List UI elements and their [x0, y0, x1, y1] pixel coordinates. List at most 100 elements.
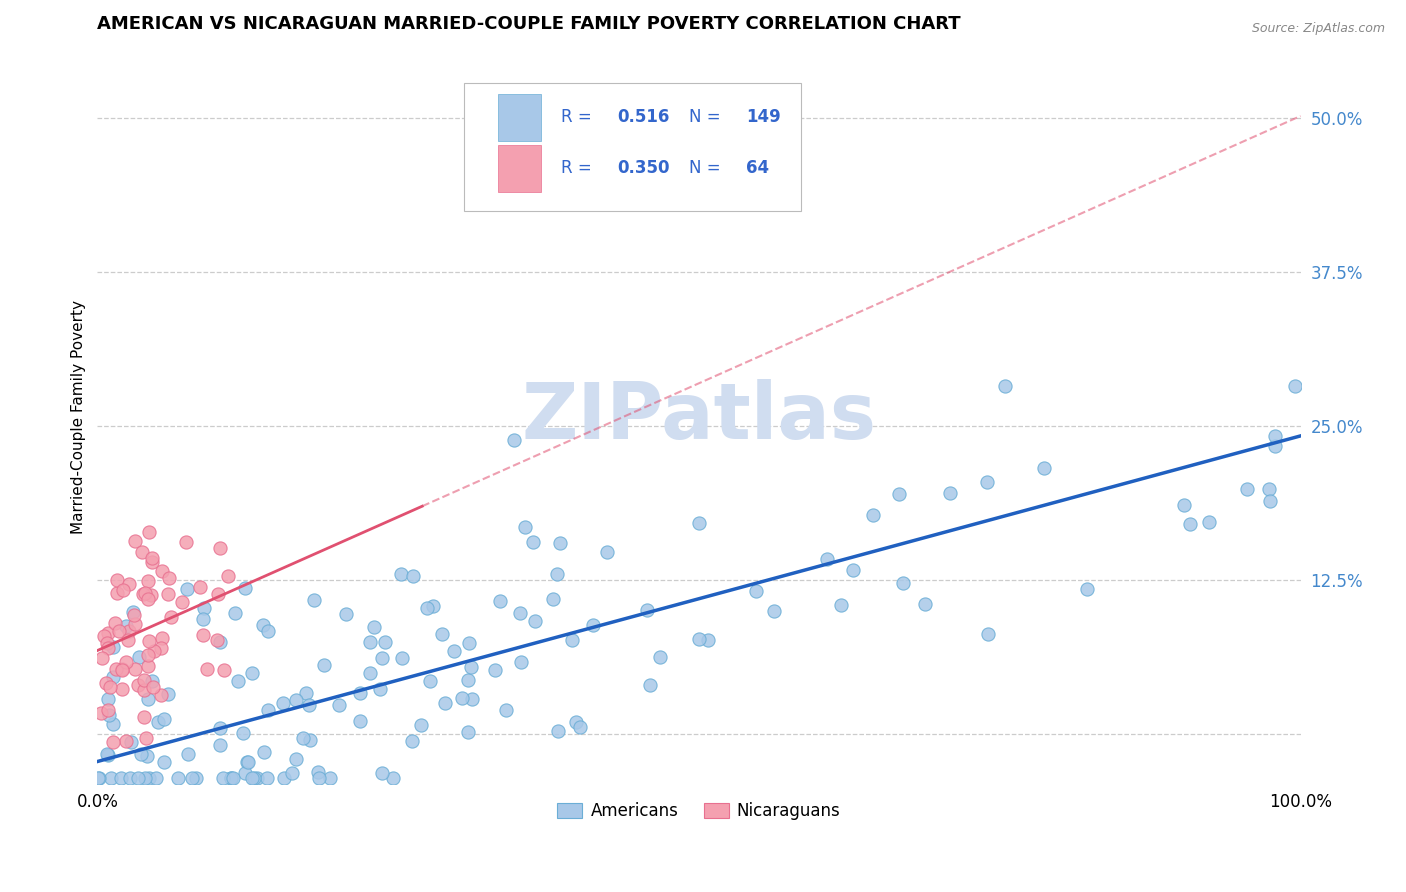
Point [193, 601, 215, 615]
Point [242, 771, 264, 785]
Point [97, 748, 120, 763]
Point [117, 633, 139, 648]
Point [122, 608, 145, 623]
Point [489, 594, 512, 608]
Point [181, 771, 204, 785]
Point [122, 605, 145, 619]
Point [359, 666, 381, 681]
Point [371, 766, 394, 780]
Point [522, 534, 544, 549]
Point [510, 655, 533, 669]
Point [188, 580, 211, 594]
Point [1236, 483, 1258, 497]
Point [141, 673, 163, 688]
Point [308, 771, 330, 785]
Point [195, 662, 218, 676]
Point [131, 586, 153, 600]
Y-axis label: Married-Couple Family Poverty: Married-Couple Family Poverty [72, 300, 86, 533]
Point [191, 611, 214, 625]
Point [328, 698, 350, 712]
Point [98, 707, 121, 722]
Point [314, 658, 336, 673]
Point [127, 678, 149, 692]
Point [157, 687, 180, 701]
Point [1033, 461, 1056, 475]
Point [134, 586, 156, 600]
Point [97, 625, 120, 640]
Point [150, 564, 173, 578]
Point [457, 724, 479, 739]
Point [232, 726, 254, 740]
Point [209, 721, 232, 735]
Text: 0.350: 0.350 [617, 160, 669, 178]
Point [363, 620, 385, 634]
Point [524, 614, 547, 628]
Point [207, 586, 229, 600]
Point [1198, 516, 1220, 530]
Point [830, 598, 852, 612]
Text: ZIPatlas: ZIPatlas [522, 379, 876, 455]
Text: N =: N = [689, 160, 725, 178]
Point [335, 607, 357, 622]
Text: R =: R = [561, 160, 596, 178]
Point [138, 634, 160, 648]
Point [111, 662, 134, 676]
Point [135, 731, 157, 746]
Point [205, 632, 228, 647]
Point [389, 567, 412, 582]
Point [152, 631, 174, 645]
Point [94, 676, 117, 690]
Point [211, 771, 233, 785]
Point [132, 709, 155, 723]
Point [97, 703, 120, 717]
Point [118, 771, 141, 785]
Point [550, 536, 572, 550]
FancyBboxPatch shape [464, 83, 801, 211]
Point [561, 633, 583, 648]
Point [186, 771, 208, 785]
Point [97, 641, 120, 656]
Point [648, 649, 671, 664]
Point [221, 771, 243, 785]
Point [1284, 379, 1306, 393]
Point [256, 771, 278, 785]
Point [246, 771, 269, 785]
Point [101, 670, 124, 684]
Point [298, 698, 321, 712]
Point [124, 534, 146, 549]
Point [138, 524, 160, 539]
Point [191, 628, 214, 642]
Point [484, 663, 506, 677]
Point [96, 747, 118, 762]
Point [887, 486, 910, 500]
Point [136, 592, 159, 607]
Point [107, 624, 129, 638]
Point [977, 626, 1000, 640]
Point [103, 616, 125, 631]
Point [299, 732, 322, 747]
Point [256, 703, 278, 717]
Point [87, 771, 110, 785]
Point [131, 747, 153, 761]
Point [132, 683, 155, 698]
Point [222, 771, 245, 785]
Point [240, 666, 263, 681]
Point [763, 604, 786, 618]
Text: N =: N = [689, 108, 725, 126]
Point [284, 751, 307, 765]
Point [1258, 493, 1281, 508]
Point [281, 765, 304, 780]
Point [90, 706, 112, 720]
Point [233, 766, 256, 780]
Point [131, 545, 153, 559]
Point [596, 545, 619, 559]
Point [636, 602, 658, 616]
Point [349, 714, 371, 728]
Point [638, 678, 661, 692]
Point [118, 624, 141, 638]
Point [543, 592, 565, 607]
Point [568, 721, 591, 735]
Point [419, 674, 441, 689]
Text: Source: ZipAtlas.com: Source: ZipAtlas.com [1251, 22, 1385, 36]
Point [97, 692, 120, 706]
